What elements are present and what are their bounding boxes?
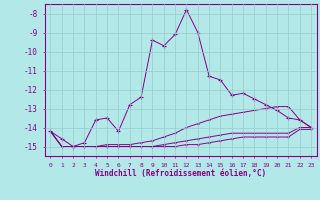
X-axis label: Windchill (Refroidissement éolien,°C): Windchill (Refroidissement éolien,°C) xyxy=(95,169,266,178)
